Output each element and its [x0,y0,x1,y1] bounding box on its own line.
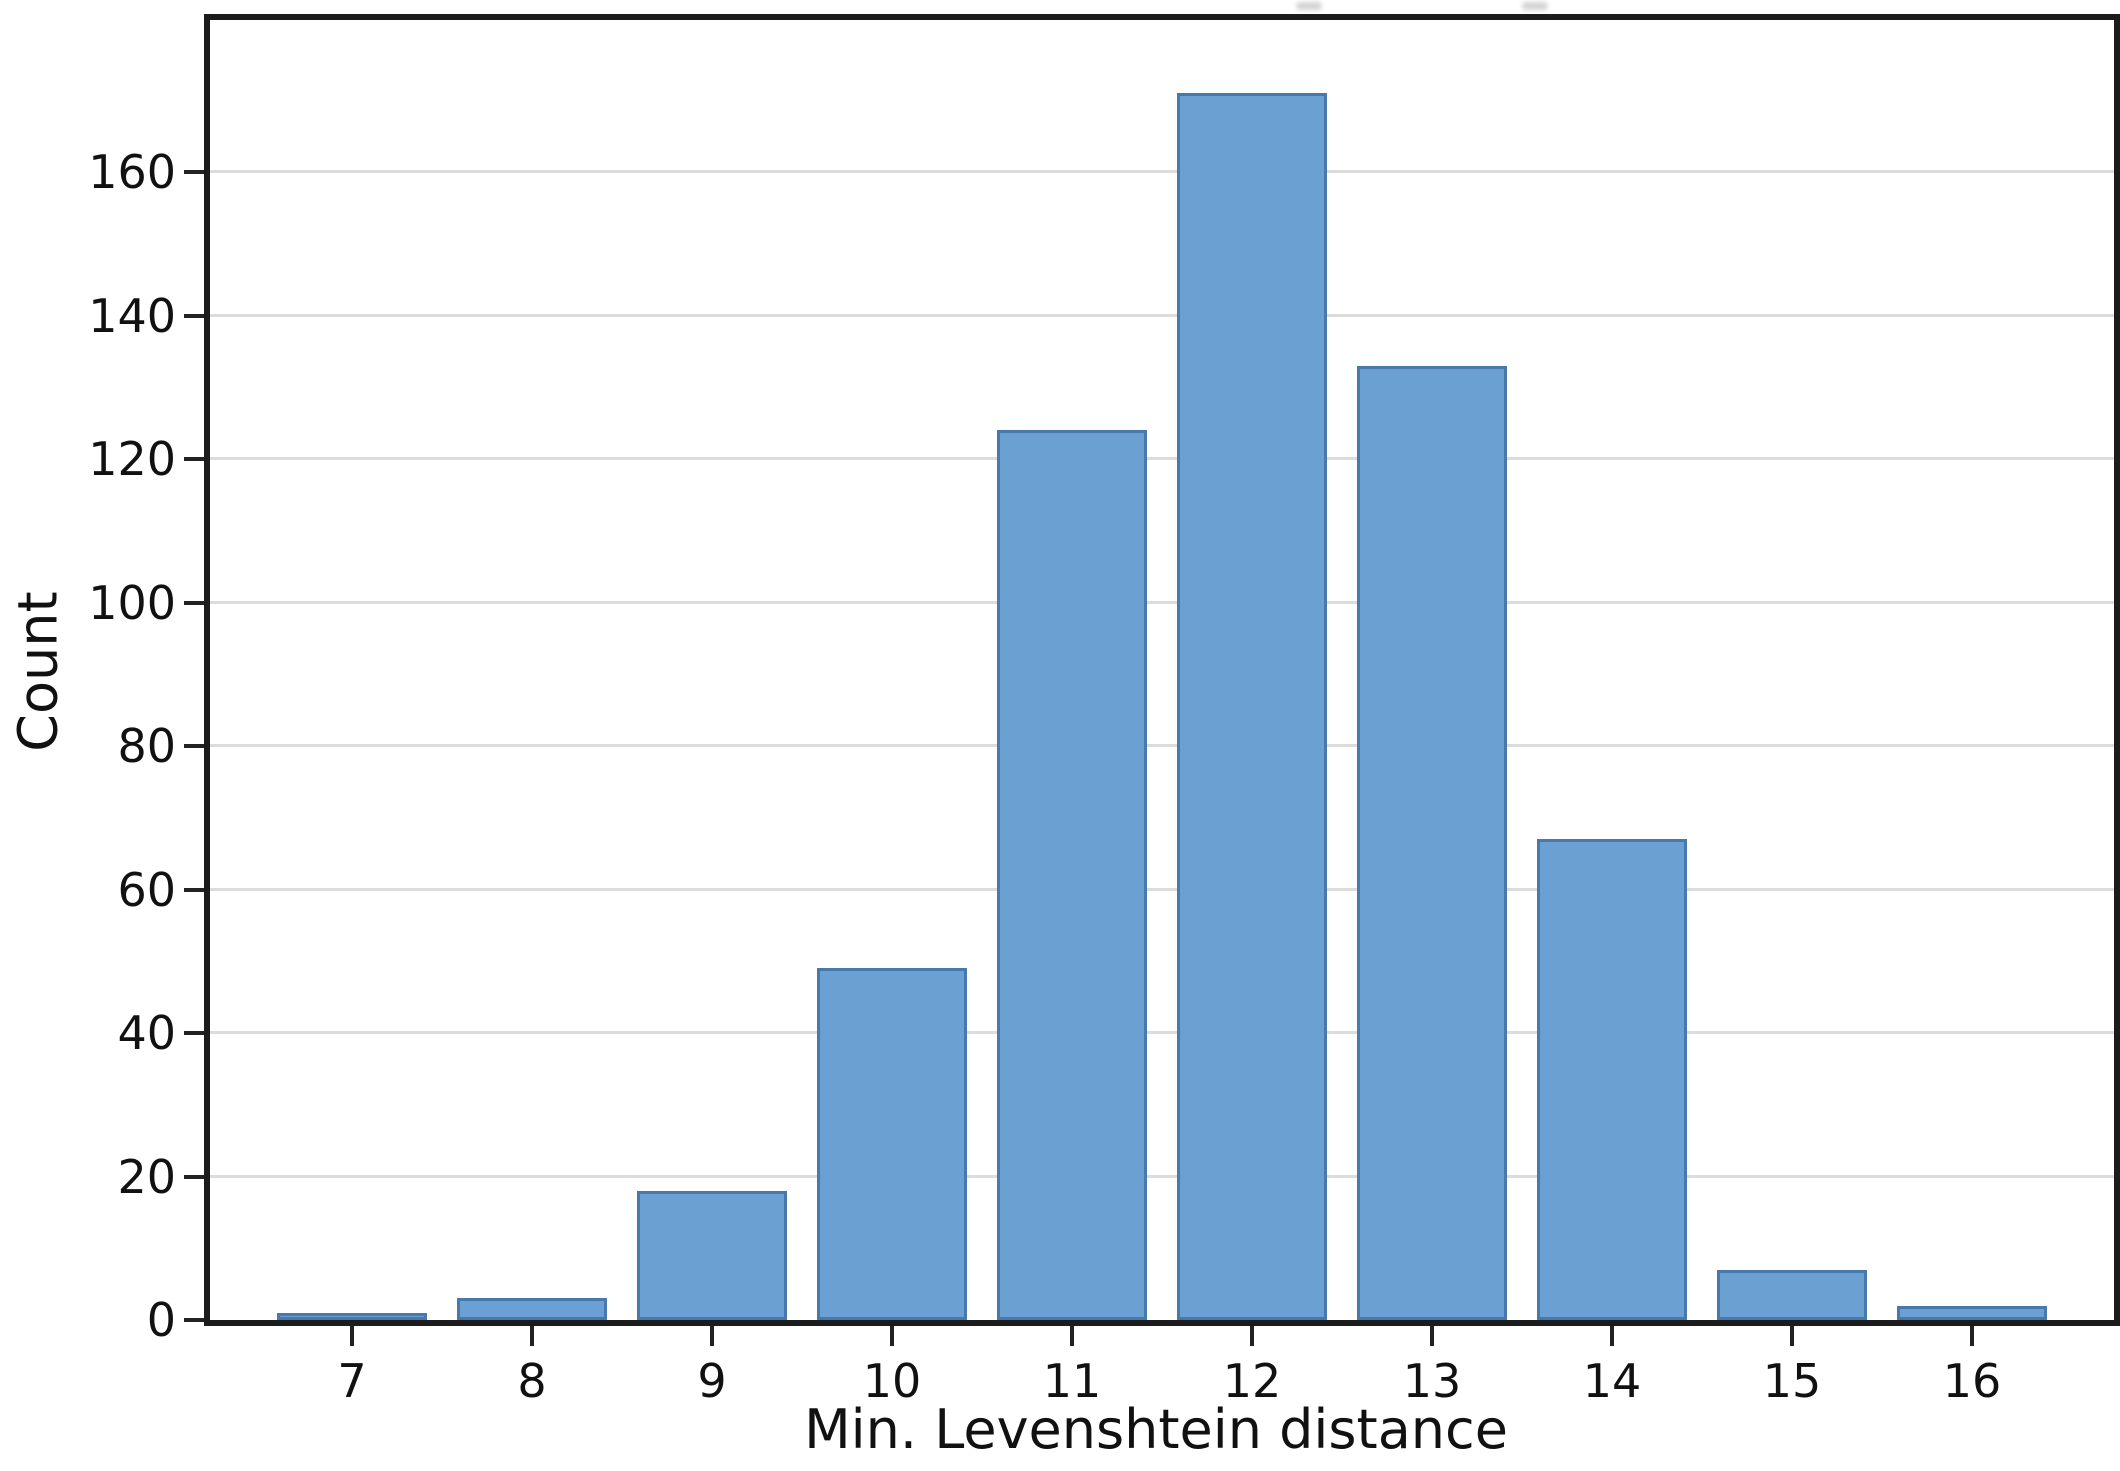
x-tick-mark-13 [1430,1326,1434,1346]
y-tick-mark-100 [184,600,204,605]
plot-area [204,14,2120,1326]
x-tick-label-13: 13 [1402,1354,1462,1408]
y-tick-label-160: 160 [88,145,176,199]
y-tick-label-60: 60 [117,862,176,917]
cropped-text-artifact [1296,2,1322,10]
x-tick-mark-15 [1790,1326,1794,1346]
grid-line-y40 [210,1031,2114,1034]
y-tick-mark-60 [184,887,204,892]
y-tick-mark-0 [184,1318,204,1322]
x-tick-mark-9 [710,1326,714,1346]
x-tick-label-15: 15 [1762,1354,1822,1408]
x-tick-label-7: 7 [337,1354,367,1408]
x-tick-label-11: 11 [1042,1354,1102,1408]
x-tick-label-14: 14 [1582,1354,1642,1408]
y-tick-label-100: 100 [88,575,176,630]
y-tick-label-140: 140 [88,288,176,343]
x-tick-mark-10 [890,1326,894,1346]
y-tick-mark-140 [184,313,204,318]
grid-line-y60 [210,887,2114,891]
bar-x11 [997,430,1147,1320]
grid-line-y120 [210,457,2114,460]
x-tick-label-9: 9 [697,1354,727,1408]
x-tick-label-12: 12 [1222,1354,1282,1408]
x-tick-mark-11 [1070,1326,1074,1346]
y-tick-mark-40 [184,1031,204,1035]
bar-x10 [817,968,967,1320]
x-axis-title: Min. Levenshtein distance [804,1398,1508,1461]
x-tick-mark-14 [1610,1326,1614,1346]
y-tick-label-20: 20 [117,1149,176,1204]
y-tick-mark-20 [184,1174,204,1179]
bar-x12 [1177,93,1327,1320]
bar-x14 [1537,839,1687,1320]
bar-x15 [1717,1269,1867,1320]
grid-line-y160 [210,170,2114,173]
grid-line-y140 [210,313,2114,317]
y-tick-label-120: 120 [88,432,176,486]
y-tick-mark-160 [184,170,204,174]
x-tick-mark-16 [1970,1326,1974,1346]
y-axis-title: Count [6,591,70,752]
y-tick-label-80: 80 [117,719,176,773]
bar-x8 [457,1298,607,1320]
y-tick-label-0: 0 [146,1293,176,1347]
y-tick-mark-120 [184,457,204,461]
x-tick-mark-7 [350,1326,354,1346]
bar-x16 [1897,1305,2047,1320]
cropped-text-artifact [1522,2,1548,10]
x-tick-mark-12 [1250,1326,1254,1346]
bar-x13 [1357,365,1507,1320]
grid-line-y100 [210,600,2114,604]
x-tick-label-8: 8 [517,1354,547,1408]
grid-line-y20 [210,1174,2114,1178]
x-tick-label-10: 10 [862,1354,922,1408]
grid-line-y80 [210,744,2114,747]
bar-x9 [637,1190,787,1320]
y-tick-label-40: 40 [117,1006,176,1060]
y-tick-mark-80 [184,744,204,748]
x-tick-label-16: 16 [1942,1354,2002,1408]
bar-x7 [277,1312,427,1320]
x-tick-mark-8 [530,1326,534,1346]
